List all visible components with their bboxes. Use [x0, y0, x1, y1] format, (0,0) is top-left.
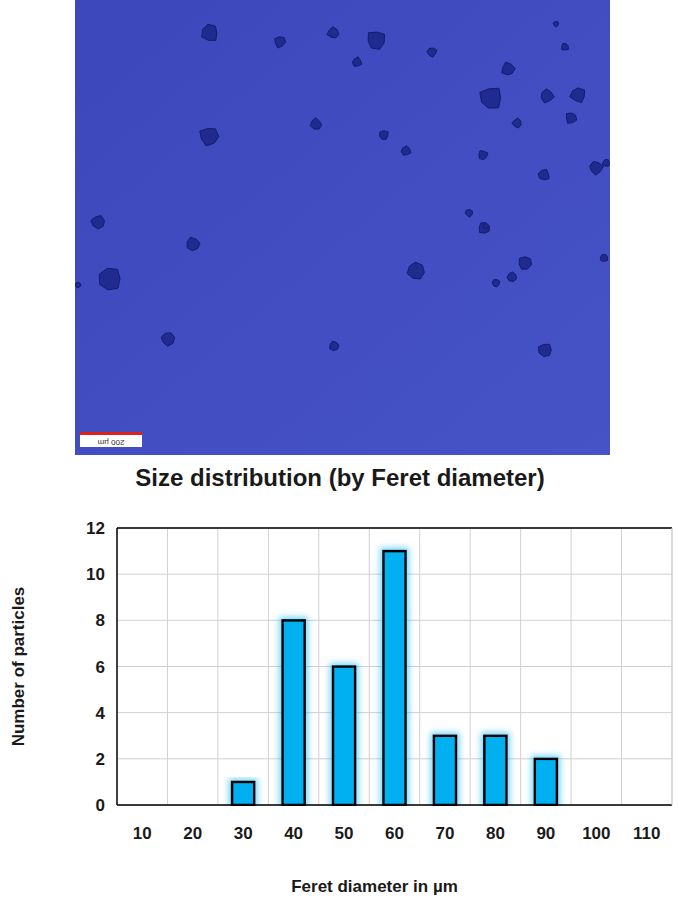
figure: 200 µm Size distribution (by Feret diamet… [0, 0, 678, 909]
category-grid-line [167, 528, 168, 805]
x-tick-label: 30 [234, 824, 253, 843]
x-tick-label: 70 [435, 824, 454, 843]
bar [434, 736, 456, 805]
category-grid-line [369, 528, 370, 805]
y-tick-label: 8 [96, 611, 105, 630]
particle [275, 37, 286, 48]
x-tick-label: 50 [335, 824, 354, 843]
x-tick-label: 10 [133, 824, 152, 843]
particle [91, 216, 105, 229]
particle [541, 89, 554, 103]
category-grid-line [470, 528, 471, 805]
x-tick-label: 60 [385, 824, 404, 843]
x-tick-label: 90 [536, 824, 555, 843]
particle [553, 21, 559, 27]
plot-frame [672, 528, 673, 805]
particle [479, 151, 488, 160]
particle [200, 129, 219, 146]
particle [368, 32, 384, 49]
particle [202, 24, 217, 40]
particle [480, 88, 501, 108]
bar [232, 782, 254, 805]
particle [507, 272, 517, 282]
particle [567, 113, 577, 123]
y-tick-label: 2 [96, 750, 105, 769]
category-grid-line [621, 528, 622, 805]
y-axis-title: Number of particles [9, 587, 28, 747]
category-grid-line [571, 528, 572, 805]
micrograph: 200 µm [75, 0, 610, 455]
x-tick-label: 110 [633, 824, 660, 843]
particle [519, 257, 531, 269]
micrograph-background [75, 0, 610, 455]
scale-bar [80, 432, 142, 435]
particle [502, 62, 516, 75]
particle [352, 57, 361, 66]
y-tick-label: 0 [96, 796, 105, 815]
particle [427, 48, 437, 57]
grid-line [117, 528, 672, 529]
x-tick-label: 100 [582, 824, 610, 843]
category-grid-line [520, 528, 521, 805]
y-tick-label: 4 [96, 704, 106, 723]
particle [76, 282, 82, 288]
grid-line [117, 805, 672, 806]
particle [327, 27, 339, 38]
bar [383, 551, 405, 805]
bars [232, 551, 557, 805]
category-grid-line [318, 528, 319, 805]
bar [484, 736, 506, 805]
category-grid-line [419, 528, 420, 805]
y-axis [116, 528, 118, 805]
particle [380, 131, 389, 140]
particle [570, 88, 585, 103]
particle [538, 169, 549, 180]
particle [602, 159, 609, 166]
x-tick-label: 20 [183, 824, 202, 843]
scale-bar-box [80, 432, 142, 447]
y-tick-label: 12 [86, 519, 105, 538]
particle [483, 223, 489, 229]
particle [187, 237, 200, 250]
category-grid-line [268, 528, 269, 805]
particle [590, 162, 604, 176]
particle [330, 341, 339, 350]
particle [492, 280, 500, 288]
bar [333, 667, 355, 806]
particle [600, 254, 607, 261]
y-tick-label: 6 [96, 658, 105, 677]
category-grid-line [672, 528, 673, 805]
x-tick-label: 80 [486, 824, 505, 843]
particle [512, 118, 521, 128]
category-grid-line [217, 528, 218, 805]
particle [401, 146, 411, 155]
particle [465, 209, 473, 217]
x-tick-label: 40 [284, 824, 303, 843]
particle [99, 268, 120, 290]
chart-title: Size distribution (by Feret diameter) [135, 464, 544, 491]
particle [407, 262, 424, 279]
x-axis [117, 804, 672, 806]
bar [282, 620, 304, 805]
particle [310, 118, 322, 129]
particle [538, 344, 551, 356]
y-tick-label: 10 [86, 565, 105, 584]
particle [562, 43, 569, 50]
particle [161, 333, 175, 346]
bar [535, 759, 557, 805]
particle [479, 223, 489, 234]
scale-bar-label: 200 µm [97, 438, 124, 447]
x-axis-title: Feret diameter in µm [291, 877, 458, 896]
plot-frame [117, 527, 672, 529]
page: 200 µm Size distribution (by Feret diamet… [0, 0, 678, 909]
